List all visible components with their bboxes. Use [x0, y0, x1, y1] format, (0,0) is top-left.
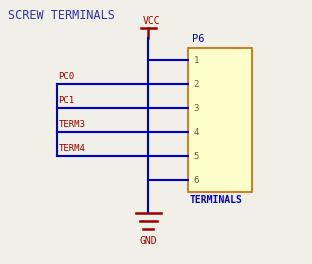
Text: 3: 3 [193, 104, 199, 113]
Text: 6: 6 [193, 176, 199, 185]
Text: SCREW TERMINALS: SCREW TERMINALS [7, 9, 115, 22]
Text: 2: 2 [193, 80, 199, 89]
Text: P6: P6 [192, 35, 204, 45]
Text: 1: 1 [193, 56, 199, 65]
Bar [188, 48, 252, 192]
Text: 5: 5 [193, 152, 199, 161]
Text: 4: 4 [193, 128, 199, 137]
Text: GND: GND [139, 237, 157, 247]
Text: TERM4: TERM4 [59, 144, 85, 153]
Text: TERM3: TERM3 [59, 120, 85, 129]
Text: PC1: PC1 [59, 96, 75, 105]
Text: PC0: PC0 [59, 72, 75, 81]
Text: TERMINALS: TERMINALS [190, 195, 243, 205]
Text: VCC: VCC [143, 16, 160, 26]
